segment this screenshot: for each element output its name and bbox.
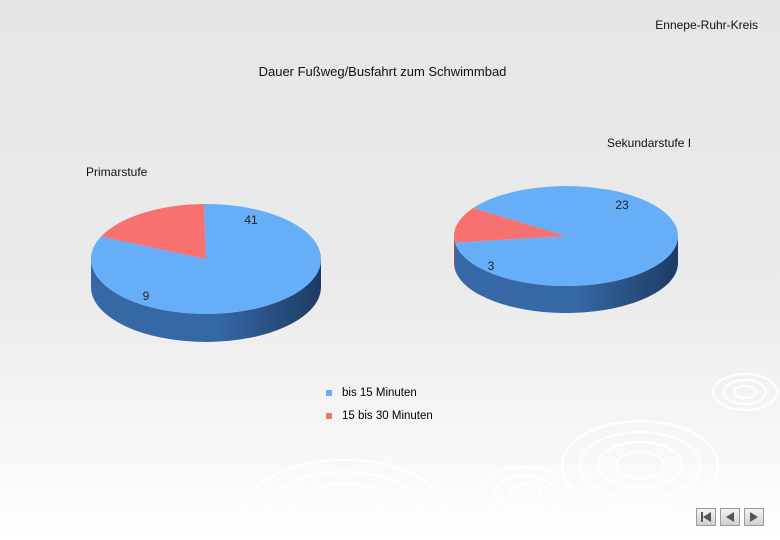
legend-label: bis 15 Minuten — [342, 386, 417, 399]
legend: bis 15 Minuten 15 bis 30 Minuten — [326, 381, 433, 427]
pie-0-side-0 — [91, 259, 321, 342]
legend-swatch-red — [326, 412, 332, 419]
pie-0-data-label-0: 41 — [244, 213, 258, 227]
pie-1-slice-0 — [454, 185, 679, 286]
legend-item-15-30: 15 bis 30 Minuten — [326, 404, 433, 427]
first-slide-icon — [701, 512, 711, 522]
pie-0-slice-1 — [101, 204, 206, 259]
pie-1: 23 3 — [454, 185, 679, 313]
pie-1-data-label-0: 23 — [615, 198, 629, 212]
next-slide-button[interactable] — [744, 508, 764, 526]
legend-swatch-blue — [326, 389, 332, 396]
pie-1-side-0 — [454, 236, 678, 313]
pie-0-data-label-1: 9 — [143, 289, 150, 303]
pie-0-slice-0 — [90, 203, 322, 314]
pie-1-side-1 — [454, 236, 455, 270]
slide-navigation — [696, 508, 764, 526]
pie-label-sekundarstufe: Sekundarstufe I — [607, 136, 692, 150]
previous-slide-button[interactable] — [720, 508, 740, 526]
legend-label: 15 bis 30 Minuten — [342, 409, 433, 422]
pie-label-primarstufe: Primarstufe — [86, 165, 148, 179]
legend-item-bis-15: bis 15 Minuten — [326, 381, 433, 404]
previous-slide-icon — [726, 512, 734, 522]
pie-0: 41 9 — [90, 203, 322, 342]
chart-title: Dauer Fußweg/Busfahrt zum Schwimmbad — [258, 64, 507, 79]
pie-1-slice-1 — [454, 208, 566, 243]
first-slide-button[interactable] — [696, 508, 716, 526]
pie-1-data-label-1: 3 — [488, 259, 495, 273]
next-slide-icon — [750, 512, 758, 522]
header-region-name: Ennepe-Ruhr-Kreis — [655, 18, 758, 32]
